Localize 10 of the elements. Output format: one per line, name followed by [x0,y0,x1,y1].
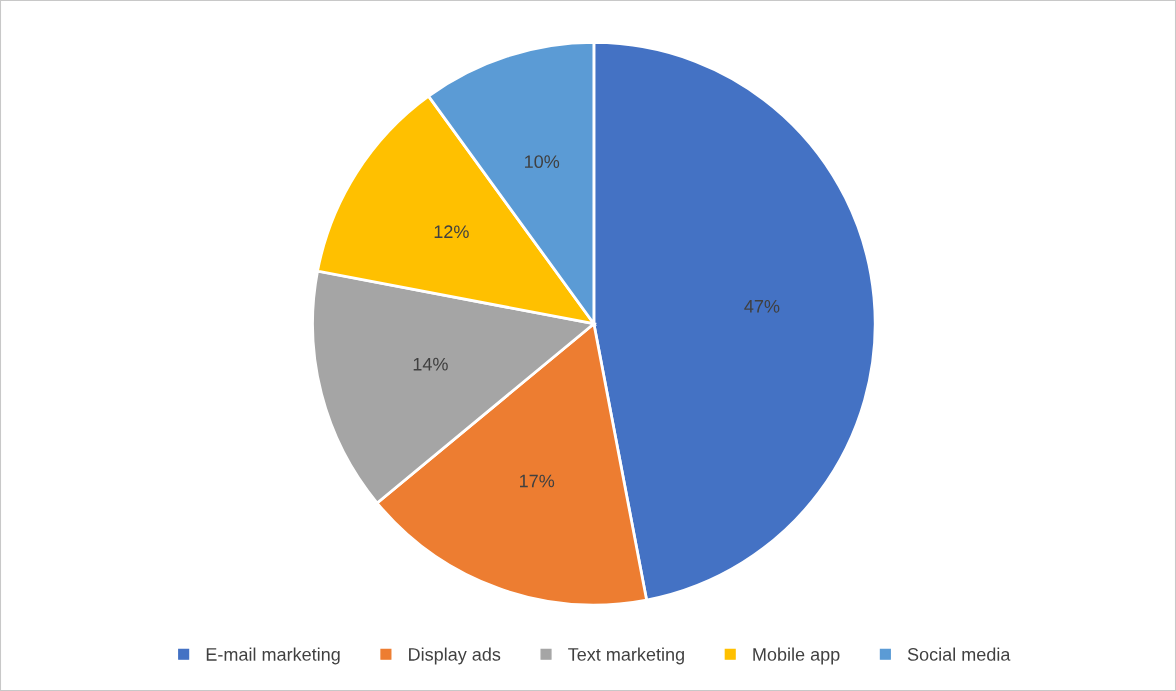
data-label: 14% [413,357,448,371]
legend-label: E-mail marketing [206,647,340,665]
legend-label: Mobile app [753,647,840,665]
data-label: 12% [434,225,469,239]
data-label: 10% [525,155,560,169]
legend-label: Display ads [409,647,501,665]
data-label: 47% [744,299,780,313]
data-label: 17% [520,474,555,488]
legend-label: Social media [907,647,1011,661]
legend-label: Text marketing [568,647,684,665]
